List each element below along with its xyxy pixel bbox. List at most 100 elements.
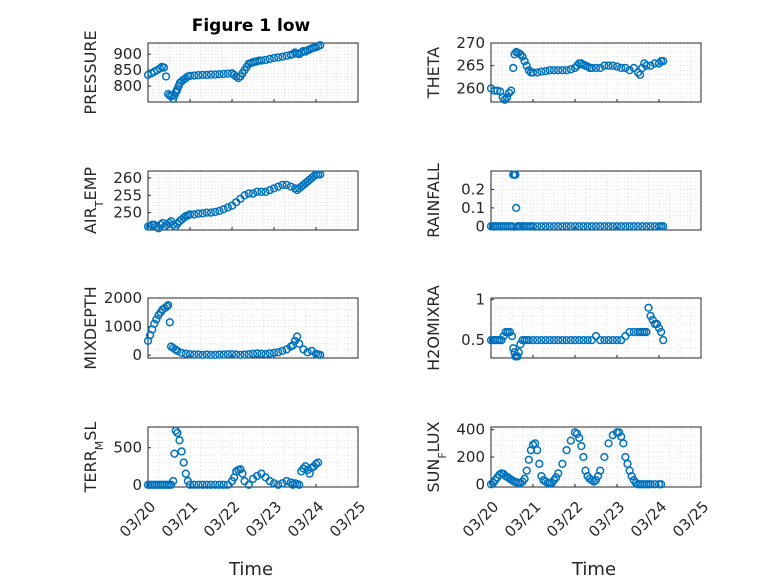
- data-point: [558, 66, 567, 75]
- data-point: [604, 222, 613, 231]
- data-point: [206, 350, 216, 360]
- data-point: [572, 429, 582, 438]
- data-point: [533, 68, 542, 77]
- y-tick-label: 270: [456, 34, 485, 52]
- data-point: [570, 336, 580, 345]
- data-point: [278, 52, 287, 61]
- data-point: [170, 449, 179, 458]
- data-point: [223, 203, 232, 212]
- data-point: [509, 63, 518, 73]
- data-point: [512, 203, 521, 213]
- data-point: [566, 336, 575, 345]
- data-point: [642, 61, 651, 70]
- data-point: [570, 63, 580, 73]
- data-point: [659, 336, 668, 345]
- data-point: [545, 222, 554, 231]
- data-point: [659, 222, 668, 231]
- data-point: [238, 469, 247, 478]
- data-point: [554, 222, 563, 231]
- data-point: [292, 332, 302, 341]
- data-point: [646, 480, 655, 489]
- data-point: [162, 302, 172, 311]
- data-point: [566, 65, 575, 74]
- data-point: [181, 349, 190, 358]
- data-point: [159, 63, 169, 72]
- y-tick-label: 850: [113, 61, 142, 79]
- y-axis-label: H2OMIXRA: [424, 285, 443, 371]
- data-point: [278, 180, 287, 190]
- data-point: [165, 318, 174, 327]
- data-point: [549, 336, 559, 345]
- data-point: [295, 480, 304, 489]
- data-point: [612, 62, 622, 71]
- data-point: [190, 71, 199, 80]
- y-tick-label: 0.1: [461, 199, 485, 217]
- data-point: [194, 480, 203, 489]
- y-tick-label: 0.2: [461, 180, 485, 198]
- y-axis-label: TERRMSL: [81, 422, 106, 494]
- data-point: [596, 466, 605, 475]
- data-point: [190, 480, 199, 489]
- y-tick-label: 0: [475, 217, 485, 235]
- data-point: [621, 222, 630, 231]
- data-point: [194, 209, 203, 218]
- subplot-4: 00.10.2 RAINFALL: [424, 163, 702, 238]
- data-point: [520, 57, 529, 66]
- data-point: [219, 480, 228, 489]
- data-point: [524, 455, 533, 464]
- data-point: [522, 61, 531, 70]
- data-point: [575, 222, 584, 231]
- data-point: [570, 222, 580, 231]
- data-point: [591, 222, 601, 231]
- data-point: [614, 428, 624, 437]
- data-point: [248, 189, 258, 198]
- axes-frame: [147, 170, 359, 231]
- data-point: [533, 446, 542, 455]
- data-point: [502, 93, 512, 102]
- y-axis-label: SUNFLUX: [424, 421, 449, 492]
- data-point: [522, 466, 531, 475]
- data-point: [234, 73, 243, 83]
- y-tick-label: 500: [113, 439, 142, 457]
- data-point: [625, 66, 634, 75]
- data-point: [537, 222, 546, 231]
- data-point: [236, 350, 245, 360]
- data-point: [240, 191, 249, 200]
- data-point: [633, 68, 643, 77]
- data-point: [227, 350, 237, 359]
- data-point: [612, 222, 622, 231]
- data-point: [504, 88, 514, 98]
- data-point: [549, 222, 559, 231]
- data-point: [303, 348, 312, 357]
- data-point: [219, 69, 228, 79]
- xlabel-right: Time: [571, 559, 616, 580]
- data-point: [181, 469, 190, 478]
- data-point: [265, 54, 274, 64]
- data-point: [282, 476, 291, 486]
- y-tick-label: 0: [475, 475, 485, 493]
- data-point: [179, 213, 188, 223]
- data-point: [185, 480, 195, 489]
- data-point: [198, 350, 207, 360]
- data-point: [236, 465, 245, 474]
- data-point: [507, 86, 516, 95]
- data-point: [591, 63, 601, 73]
- data-point: [612, 336, 622, 345]
- data-point: [528, 68, 538, 77]
- data-point: [190, 350, 199, 359]
- data-point: [253, 471, 262, 481]
- data-point: [181, 73, 190, 83]
- data-point: [654, 323, 664, 333]
- data-point: [505, 327, 515, 337]
- y-tick-label: 0.5: [461, 331, 485, 349]
- data-point: [257, 56, 266, 65]
- data-point: [642, 222, 651, 231]
- data-point: [600, 336, 609, 345]
- data-point: [652, 319, 662, 329]
- data-point: [316, 41, 325, 50]
- data-point: [286, 182, 295, 191]
- data-point: [562, 336, 571, 345]
- data-point: [244, 189, 253, 198]
- data-point: [642, 327, 651, 337]
- data-point: [541, 336, 550, 345]
